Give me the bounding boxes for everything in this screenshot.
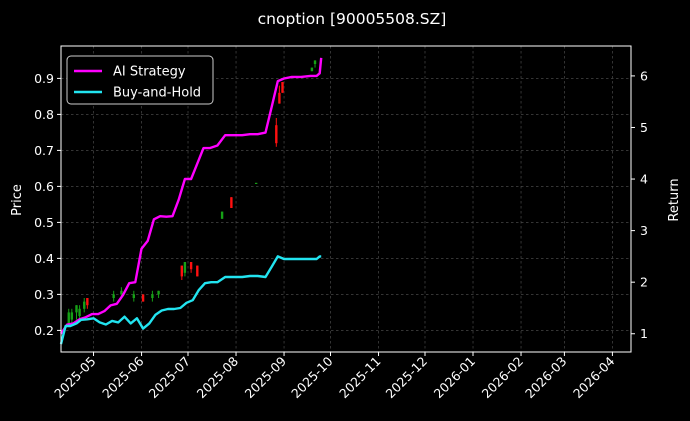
y-tick-label: 0.4 [34, 251, 54, 266]
series-line-buy-and-hold [59, 255, 322, 345]
candle-body [83, 301, 86, 309]
candle-body [120, 290, 123, 295]
y2-axis-label: Return [667, 178, 682, 221]
candle-body [141, 294, 145, 302]
candle-body [183, 262, 187, 273]
candle-body [78, 308, 81, 316]
y2-tick-label: 4 [640, 172, 648, 187]
legend-label: AI Strategy [113, 65, 186, 80]
y-tick-label: 0.6 [34, 179, 54, 194]
legend: AI Strategy Buy-and-Hold [66, 55, 214, 105]
y-tick-label: 0.3 [34, 287, 54, 302]
candle-body [278, 92, 281, 104]
candle-body [313, 60, 317, 64]
candle-body [254, 182, 258, 184]
y-tick-label: 0.2 [34, 323, 54, 338]
candle-body [70, 312, 74, 320]
left-axis: 0.2 0.3 0.4 0.5 0.6 0.7 0.8 0.9 [34, 71, 61, 338]
chart-title: cnoption [90005508.SZ] [258, 10, 447, 28]
candle-body [151, 294, 154, 298]
y2-tick-label: 6 [640, 68, 648, 83]
y-tick-label: 0.5 [34, 215, 54, 230]
y2-tick-label: 3 [640, 223, 648, 238]
y-tick-label: 0.9 [34, 71, 54, 86]
candle-body [281, 82, 284, 93]
candle-body [220, 211, 224, 219]
legend-box [66, 55, 214, 105]
y-axis-label: Price [10, 184, 25, 216]
y2-tick-label: 1 [640, 326, 648, 341]
plot-frame [60, 45, 632, 353]
candle-body [310, 67, 314, 72]
series-lines [59, 57, 323, 345]
candle-body [275, 125, 278, 144]
candle-body [157, 290, 160, 295]
candle-body [86, 298, 89, 306]
right-axis: 1 2 3 4 5 6 [631, 68, 648, 341]
y-tick-label: 0.7 [34, 143, 54, 158]
candle-body [230, 197, 233, 208]
candle-body [112, 294, 115, 298]
candle-body [189, 262, 193, 270]
candle-body [196, 265, 199, 277]
y-tick-label: 0.8 [34, 107, 54, 122]
candle-body [180, 265, 184, 277]
candle-body [75, 305, 78, 313]
y2-tick-label: 5 [640, 120, 648, 135]
candle-body [132, 294, 135, 298]
candle-body [67, 312, 70, 324]
series-line-ai-strategy [60, 57, 323, 335]
y2-tick-label: 2 [640, 275, 648, 290]
candles [67, 60, 317, 327]
legend-label: Buy-and-Hold [113, 86, 201, 101]
